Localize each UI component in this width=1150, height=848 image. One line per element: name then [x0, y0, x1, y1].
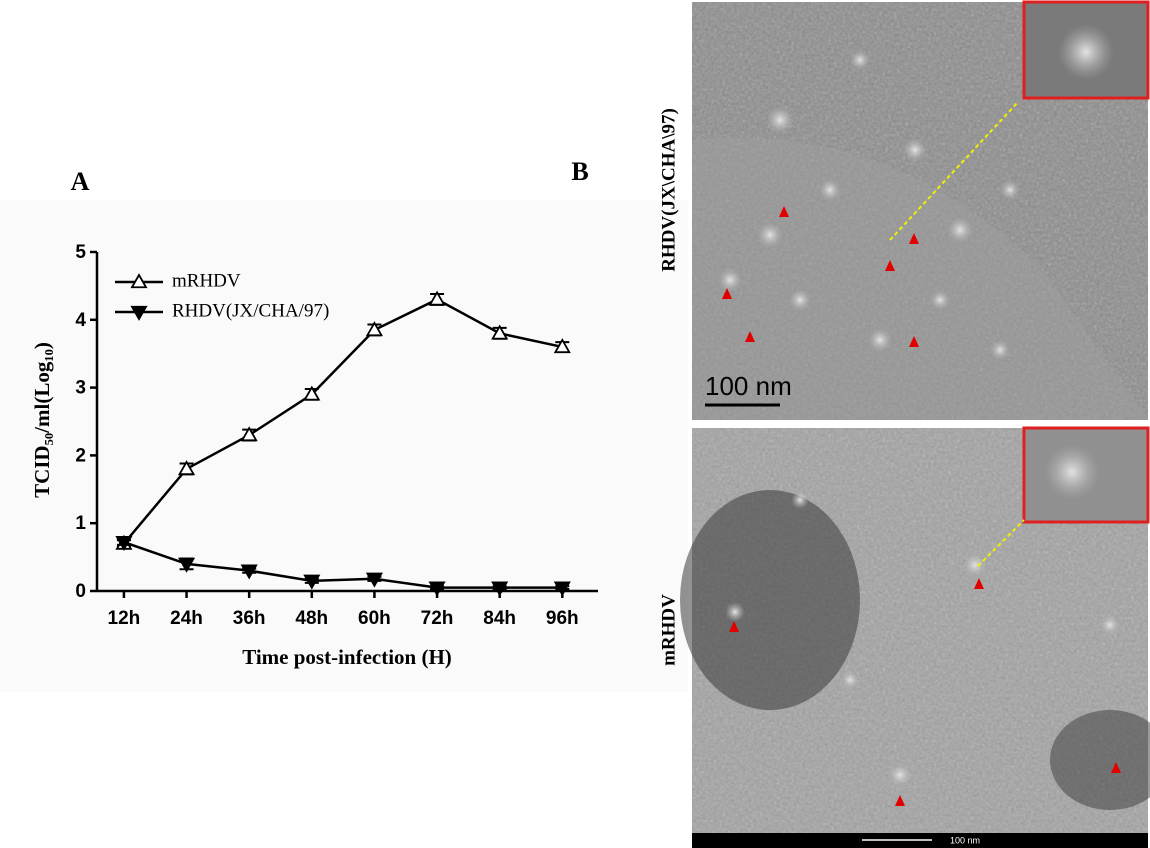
- x-tick-label: 72h: [421, 608, 454, 629]
- panel-background: [0, 200, 688, 692]
- x-tick-label: 36h: [233, 608, 266, 629]
- data-point: [303, 574, 321, 590]
- x-tick-label: 12h: [108, 608, 141, 629]
- series-line: [122, 298, 563, 545]
- data-point: [115, 536, 133, 551]
- data-point: [428, 290, 446, 306]
- x-tick-label: 60h: [358, 608, 391, 629]
- series-line: [123, 541, 563, 589]
- data-point: [365, 321, 383, 337]
- micrograph: 100 nm: [692, 0, 1150, 420]
- scale-bar-label: 100 nm: [705, 371, 792, 401]
- data-point: [553, 338, 571, 354]
- y-tick-label: 5: [75, 242, 86, 263]
- panel-label: B: [571, 157, 588, 186]
- data-point: [428, 581, 446, 597]
- data-point: [303, 385, 321, 401]
- micrograph: 100 nm: [680, 426, 1150, 848]
- data-point: [491, 581, 509, 597]
- data-point: [365, 572, 383, 588]
- x-tick-label: 48h: [295, 608, 328, 629]
- x-tick-label: 84h: [483, 608, 516, 629]
- x-axis-label: Time post-infection (H): [242, 645, 452, 669]
- y-tick-label: 3: [75, 378, 86, 399]
- data-point: [178, 460, 196, 476]
- y-tick-label: 0: [75, 581, 86, 602]
- x-tick-label: 24h: [170, 608, 203, 629]
- legend-label: RHDV(JX/CHA/97): [172, 300, 329, 321]
- y-axis-label: TCID₅₀/ml(Log₁₀): [30, 342, 54, 498]
- panel-label: A: [71, 167, 90, 196]
- data-point: [491, 324, 509, 340]
- data-point: [240, 426, 258, 442]
- image-label: RHDV(JX\CHA\97): [658, 108, 679, 272]
- scale-bar-label: 100 nm: [950, 835, 980, 845]
- legend-marker: [130, 273, 148, 289]
- y-tick-label: 1: [75, 513, 86, 534]
- x-tick-label: 96h: [546, 608, 579, 629]
- data-point: [178, 557, 196, 573]
- legend-label: mRHDV: [172, 270, 241, 291]
- y-tick-label: 4: [75, 310, 86, 331]
- data-point: [553, 581, 571, 597]
- chart: TCID₅₀/ml(Log₁₀) Time post-infection (H)…: [30, 242, 598, 669]
- data-point: [240, 564, 258, 580]
- y-tick-label: 2: [75, 445, 86, 466]
- image-label: mRHDV: [658, 594, 679, 666]
- legend-marker: [130, 305, 148, 321]
